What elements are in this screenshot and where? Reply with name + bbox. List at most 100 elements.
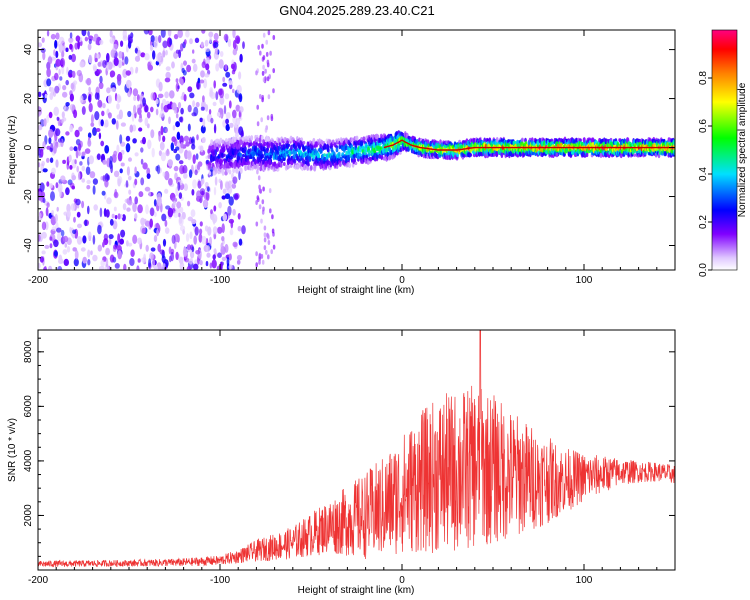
spectrogram-noise-cell	[180, 107, 184, 115]
spectrogram-noise-cell	[176, 201, 182, 209]
spectrogram-noise-cell	[55, 159, 59, 168]
spectrogram-noise-cell	[76, 69, 82, 77]
spectrogram-noise-cell	[162, 135, 166, 142]
spectrogram-noise-cell	[100, 140, 105, 147]
spectrogram-noise-cell	[132, 138, 137, 144]
spectrogram-noise-cell	[164, 227, 170, 235]
spectrogram-noise-cell	[92, 254, 98, 262]
spectrogram-noise-cell	[97, 99, 103, 108]
spectrogram-noise-cell	[175, 78, 179, 83]
spectrogram-noise-cell	[107, 112, 112, 119]
spectrogram-noise-cell	[224, 64, 228, 71]
spectrogram-noise-cell	[65, 79, 69, 86]
spectrogram-noise-cell	[40, 148, 44, 158]
spectrogram-noise-cell	[106, 174, 110, 181]
spectrogram-noise-cell	[232, 208, 236, 216]
spectrogram-noise-cell	[98, 266, 105, 270]
spectrogram-noise-cell	[127, 110, 132, 118]
spectrogram-noise-cell	[267, 240, 271, 245]
spectrogram-noise-cell	[134, 47, 138, 54]
spectrogram-ridge-cell	[233, 137, 237, 141]
spectrogram-noise-cell	[118, 51, 123, 59]
spectrogram-ridge-cell	[495, 152, 499, 157]
colorbar-frame	[711, 29, 738, 271]
spectrogram-noise-cell	[140, 52, 146, 58]
spectrogram-noise-cell	[48, 265, 53, 270]
spectrogram-ridge-cell	[222, 146, 226, 153]
spectrogram-noise-cell	[154, 211, 157, 217]
spectrogram-noise-cell	[160, 125, 164, 136]
spectrogram-noise-cell	[65, 131, 70, 136]
spectrogram-noise-cell	[80, 247, 86, 252]
spectrogram-noise-cell	[111, 118, 117, 125]
spectrogram-noise-cell	[227, 38, 232, 48]
spectrogram-noise-cell	[92, 127, 97, 136]
spectrogram-noise-cell	[201, 136, 206, 144]
spectrogram-noise-cell	[105, 258, 109, 268]
spectrogram-ridge-cell	[220, 159, 224, 163]
spectrogram-ridge-cell	[280, 159, 284, 164]
spectrogram-noise-cell	[142, 97, 147, 107]
spectrogram-noise-cell	[153, 199, 157, 207]
spectrogram-noise-cell	[41, 160, 45, 167]
spectrogram-noise-cell	[264, 68, 267, 74]
spectrogram-ridge-cell	[312, 138, 316, 145]
spectrogram-noise-cell	[49, 243, 53, 249]
spectrogram-noise-cell	[46, 202, 50, 208]
spectrogram-ridge-cell	[330, 147, 334, 152]
spectrogram-noise-cell	[42, 51, 46, 61]
spectrogram-noise-cell	[182, 70, 187, 76]
spectrogram-noise-cell	[272, 35, 276, 40]
spectrogram-noise-cell	[61, 111, 65, 119]
spectrogram-noise-cell	[267, 94, 271, 100]
spectrogram-noise-cell	[272, 68, 276, 74]
spectrogram-noise-cell	[46, 67, 51, 78]
spectrogram-ridge-cell	[249, 142, 253, 147]
spectrogram-ridge-cell	[290, 144, 293, 151]
spectrogram-noise-cell	[50, 33, 56, 40]
spectrogram-noise-cell	[221, 236, 225, 242]
spectrogram-noise-cell	[95, 128, 101, 132]
spectrogram-noise-cell	[183, 94, 187, 102]
spectrogram-ridge-cell	[388, 154, 392, 161]
spectrogram-noise-cell	[58, 68, 61, 76]
spectrogram-noise-cell	[38, 142, 41, 148]
spectrogram-ridge-cell	[668, 142, 672, 146]
spectrogram-noise-cell	[133, 95, 137, 101]
spectrogram-noise-cell	[144, 53, 150, 61]
spectrogram-noise-cell	[167, 207, 174, 218]
spectrogram-x-tick-label: -100	[210, 275, 230, 286]
spectrogram-noise-cell	[123, 263, 127, 270]
spectrogram-noise-cell	[227, 205, 232, 216]
spectrogram-noise-cell	[146, 173, 151, 180]
spectrogram-noise-cell	[116, 93, 121, 104]
spectrogram-ridge-cell	[255, 137, 259, 142]
spectrogram-noise-cell	[225, 181, 230, 191]
spectrogram-noise-cell	[232, 109, 237, 119]
spectrogram-noise-cell	[81, 106, 86, 115]
spectrogram-noise-cell	[218, 59, 224, 69]
spectrogram-noise-cell	[165, 71, 171, 79]
spectrogram-noise-cell	[256, 104, 260, 110]
spectrogram-ridge-cell	[214, 155, 217, 162]
spectrogram-noise-cell	[93, 65, 97, 72]
spectrogram-noise-cell	[113, 206, 117, 212]
spectrogram-noise-cell	[88, 54, 93, 64]
spectrogram-noise-cell	[164, 91, 169, 99]
spectrogram-marks	[38, 30, 675, 270]
spectrogram-noise-cell	[179, 165, 185, 175]
spectrogram-ridge-cell	[376, 134, 380, 139]
spectrogram-noise-cell	[171, 234, 176, 244]
colorbar-gradient	[712, 30, 737, 270]
spectrogram-ridge-cell	[316, 152, 320, 158]
spectrogram-noise-cell	[129, 258, 135, 266]
spectrogram-noise-cell	[56, 227, 62, 233]
spectrogram-noise-cell	[147, 139, 152, 150]
spectrogram-noise-cell	[162, 98, 167, 106]
spectrogram-noise-cell	[81, 200, 85, 209]
spectrogram-ridge-cell	[296, 164, 300, 170]
spectrogram-noise-cell	[175, 113, 179, 119]
spectrogram-noise-cell	[152, 50, 156, 60]
spectrogram-noise-cell	[134, 55, 141, 62]
